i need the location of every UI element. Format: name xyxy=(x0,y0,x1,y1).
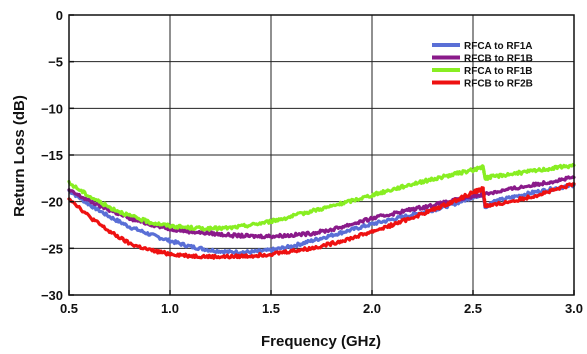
y-tick-label: −20 xyxy=(41,195,63,210)
series-line-rfcb-to-rf2b xyxy=(67,182,576,260)
legend-label: RFCA to RF1B xyxy=(464,66,533,77)
axes: 0.5 1.0 1.5 2.0 2.5 3.0 0 −5 −10 −15 −20 −25 −30 xyxy=(41,8,583,316)
legend-label: RFCA to RF1A xyxy=(464,41,533,52)
x-tick-label: 1.0 xyxy=(161,301,179,316)
y-tick-label: −5 xyxy=(48,55,63,70)
series-line-rfca-to-rf1b xyxy=(67,163,576,232)
x-axis-title: Frequency (GHz) xyxy=(261,333,381,350)
series-line-rfcb-to-rf1b xyxy=(67,175,576,240)
x-tick-label: 0.5 xyxy=(60,301,78,316)
y-tick-label: −25 xyxy=(41,241,63,256)
y-tick-label: −10 xyxy=(41,101,63,116)
series-lines xyxy=(67,163,576,260)
x-tick-label: 3.0 xyxy=(565,301,583,316)
y-axis-title: Return Loss (dB) xyxy=(11,95,28,217)
legend-label: RFCB to RF1B xyxy=(464,54,533,65)
x-tick-label: 1.5 xyxy=(262,301,280,316)
y-tick-label: 0 xyxy=(56,8,63,23)
x-tick-label: 2.0 xyxy=(363,301,381,316)
legend-label: RFCB to RF2B xyxy=(464,79,533,90)
y-tick-label: −30 xyxy=(41,288,63,303)
y-tick-label: −15 xyxy=(41,148,63,163)
x-tick-label: 2.5 xyxy=(464,301,482,316)
